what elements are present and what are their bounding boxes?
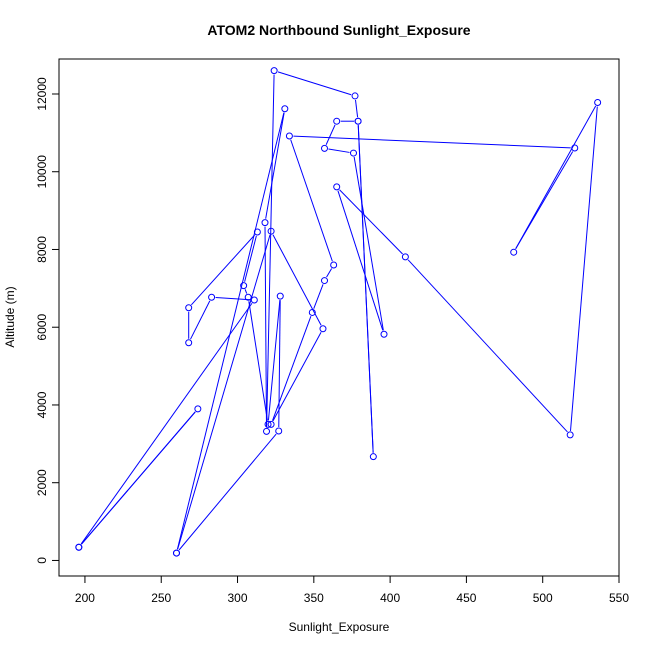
data-point — [285, 132, 293, 140]
series-segment — [191, 234, 256, 306]
x-tick-label: 550 — [609, 591, 629, 605]
series-layer — [75, 67, 602, 557]
series-segment — [264, 226, 267, 428]
data-point — [267, 420, 275, 428]
series-segment — [570, 106, 598, 431]
series-segment — [272, 316, 312, 421]
series-segment — [515, 105, 597, 249]
data-point — [264, 420, 272, 428]
chart-title: ATOM2 Northbound Sunlight_Exposure — [207, 22, 470, 38]
series-segment — [313, 284, 324, 309]
y-axis: 0 2000 4000 6000 8000 10000 12000 — [35, 77, 60, 564]
x-tick-label: 500 — [533, 591, 553, 605]
series-segment — [267, 300, 281, 421]
data-point — [172, 549, 180, 557]
x-tick-label: 250 — [151, 591, 171, 605]
plot-frame — [58, 58, 620, 577]
data-point — [594, 99, 602, 107]
data-point — [333, 183, 341, 191]
data-point — [401, 253, 409, 261]
data-point — [349, 149, 357, 157]
series-segment — [178, 433, 277, 551]
series-segment — [177, 234, 271, 550]
y-tick-label: 10000 — [35, 155, 49, 189]
data-point — [510, 248, 518, 256]
series-segment — [215, 297, 251, 301]
data-point — [321, 144, 329, 152]
series-segment — [80, 302, 253, 545]
data-point — [250, 296, 258, 304]
data-point — [330, 261, 338, 269]
data-point — [333, 117, 341, 125]
series-segment — [266, 74, 275, 428]
series-segment — [328, 148, 350, 153]
data-point — [208, 293, 216, 301]
data-point — [571, 144, 579, 152]
series-segment — [272, 332, 322, 422]
series-segment — [265, 112, 285, 219]
x-tick-label: 200 — [75, 591, 95, 605]
data-point — [240, 282, 248, 290]
x-axis-label: Sunlight_Exposure — [289, 620, 390, 634]
series-segment — [244, 235, 257, 282]
series-segment — [353, 156, 384, 331]
series-segment — [290, 139, 333, 262]
data-point — [263, 427, 271, 435]
y-tick-label: 6000 — [35, 314, 49, 341]
y-tick-label: 0 — [35, 557, 49, 564]
series-segment — [248, 301, 268, 421]
series-segment — [277, 71, 352, 96]
series-segment — [326, 268, 333, 278]
data-point — [319, 325, 327, 333]
x-tick-label: 300 — [228, 591, 248, 605]
series-segment — [325, 124, 336, 145]
data-point — [276, 292, 284, 300]
series-segment — [81, 411, 196, 545]
series-segment — [176, 112, 285, 550]
x-tick-label: 400 — [380, 591, 400, 605]
data-point — [281, 105, 289, 113]
series-segment — [407, 259, 568, 433]
data-point — [185, 304, 193, 312]
series-segment — [293, 135, 571, 149]
data-point — [270, 67, 278, 75]
series-segment — [278, 300, 281, 428]
data-point — [369, 453, 377, 461]
data-point — [566, 431, 574, 439]
y-tick-label: 2000 — [35, 469, 49, 496]
series-segment — [357, 125, 374, 453]
series-segment — [337, 190, 384, 331]
data-point — [253, 228, 261, 236]
data-point — [354, 117, 362, 125]
y-axis-label: Altitude (m) — [3, 286, 17, 347]
x-tick-label: 350 — [304, 591, 324, 605]
data-point — [244, 293, 252, 301]
data-point — [321, 277, 329, 285]
data-point — [351, 92, 359, 100]
series-segment — [355, 99, 359, 118]
y-tick-label: 12000 — [35, 77, 49, 111]
y-tick-label: 8000 — [35, 236, 49, 263]
data-point — [380, 330, 388, 338]
x-tick-label: 450 — [456, 591, 476, 605]
series-segment — [272, 234, 322, 326]
data-point — [308, 308, 316, 316]
series-segment — [244, 289, 248, 294]
series-segment — [339, 189, 403, 255]
data-point — [261, 219, 269, 227]
data-point — [275, 427, 283, 435]
series-segment — [190, 300, 211, 340]
x-axis: 200 250 300 350 400 450 500 550 — [75, 575, 629, 605]
data-point — [185, 339, 193, 347]
y-tick-label: 4000 — [35, 391, 49, 418]
series-segment — [515, 151, 574, 249]
data-point — [194, 405, 202, 413]
data-point — [267, 227, 275, 235]
data-point — [75, 543, 83, 551]
